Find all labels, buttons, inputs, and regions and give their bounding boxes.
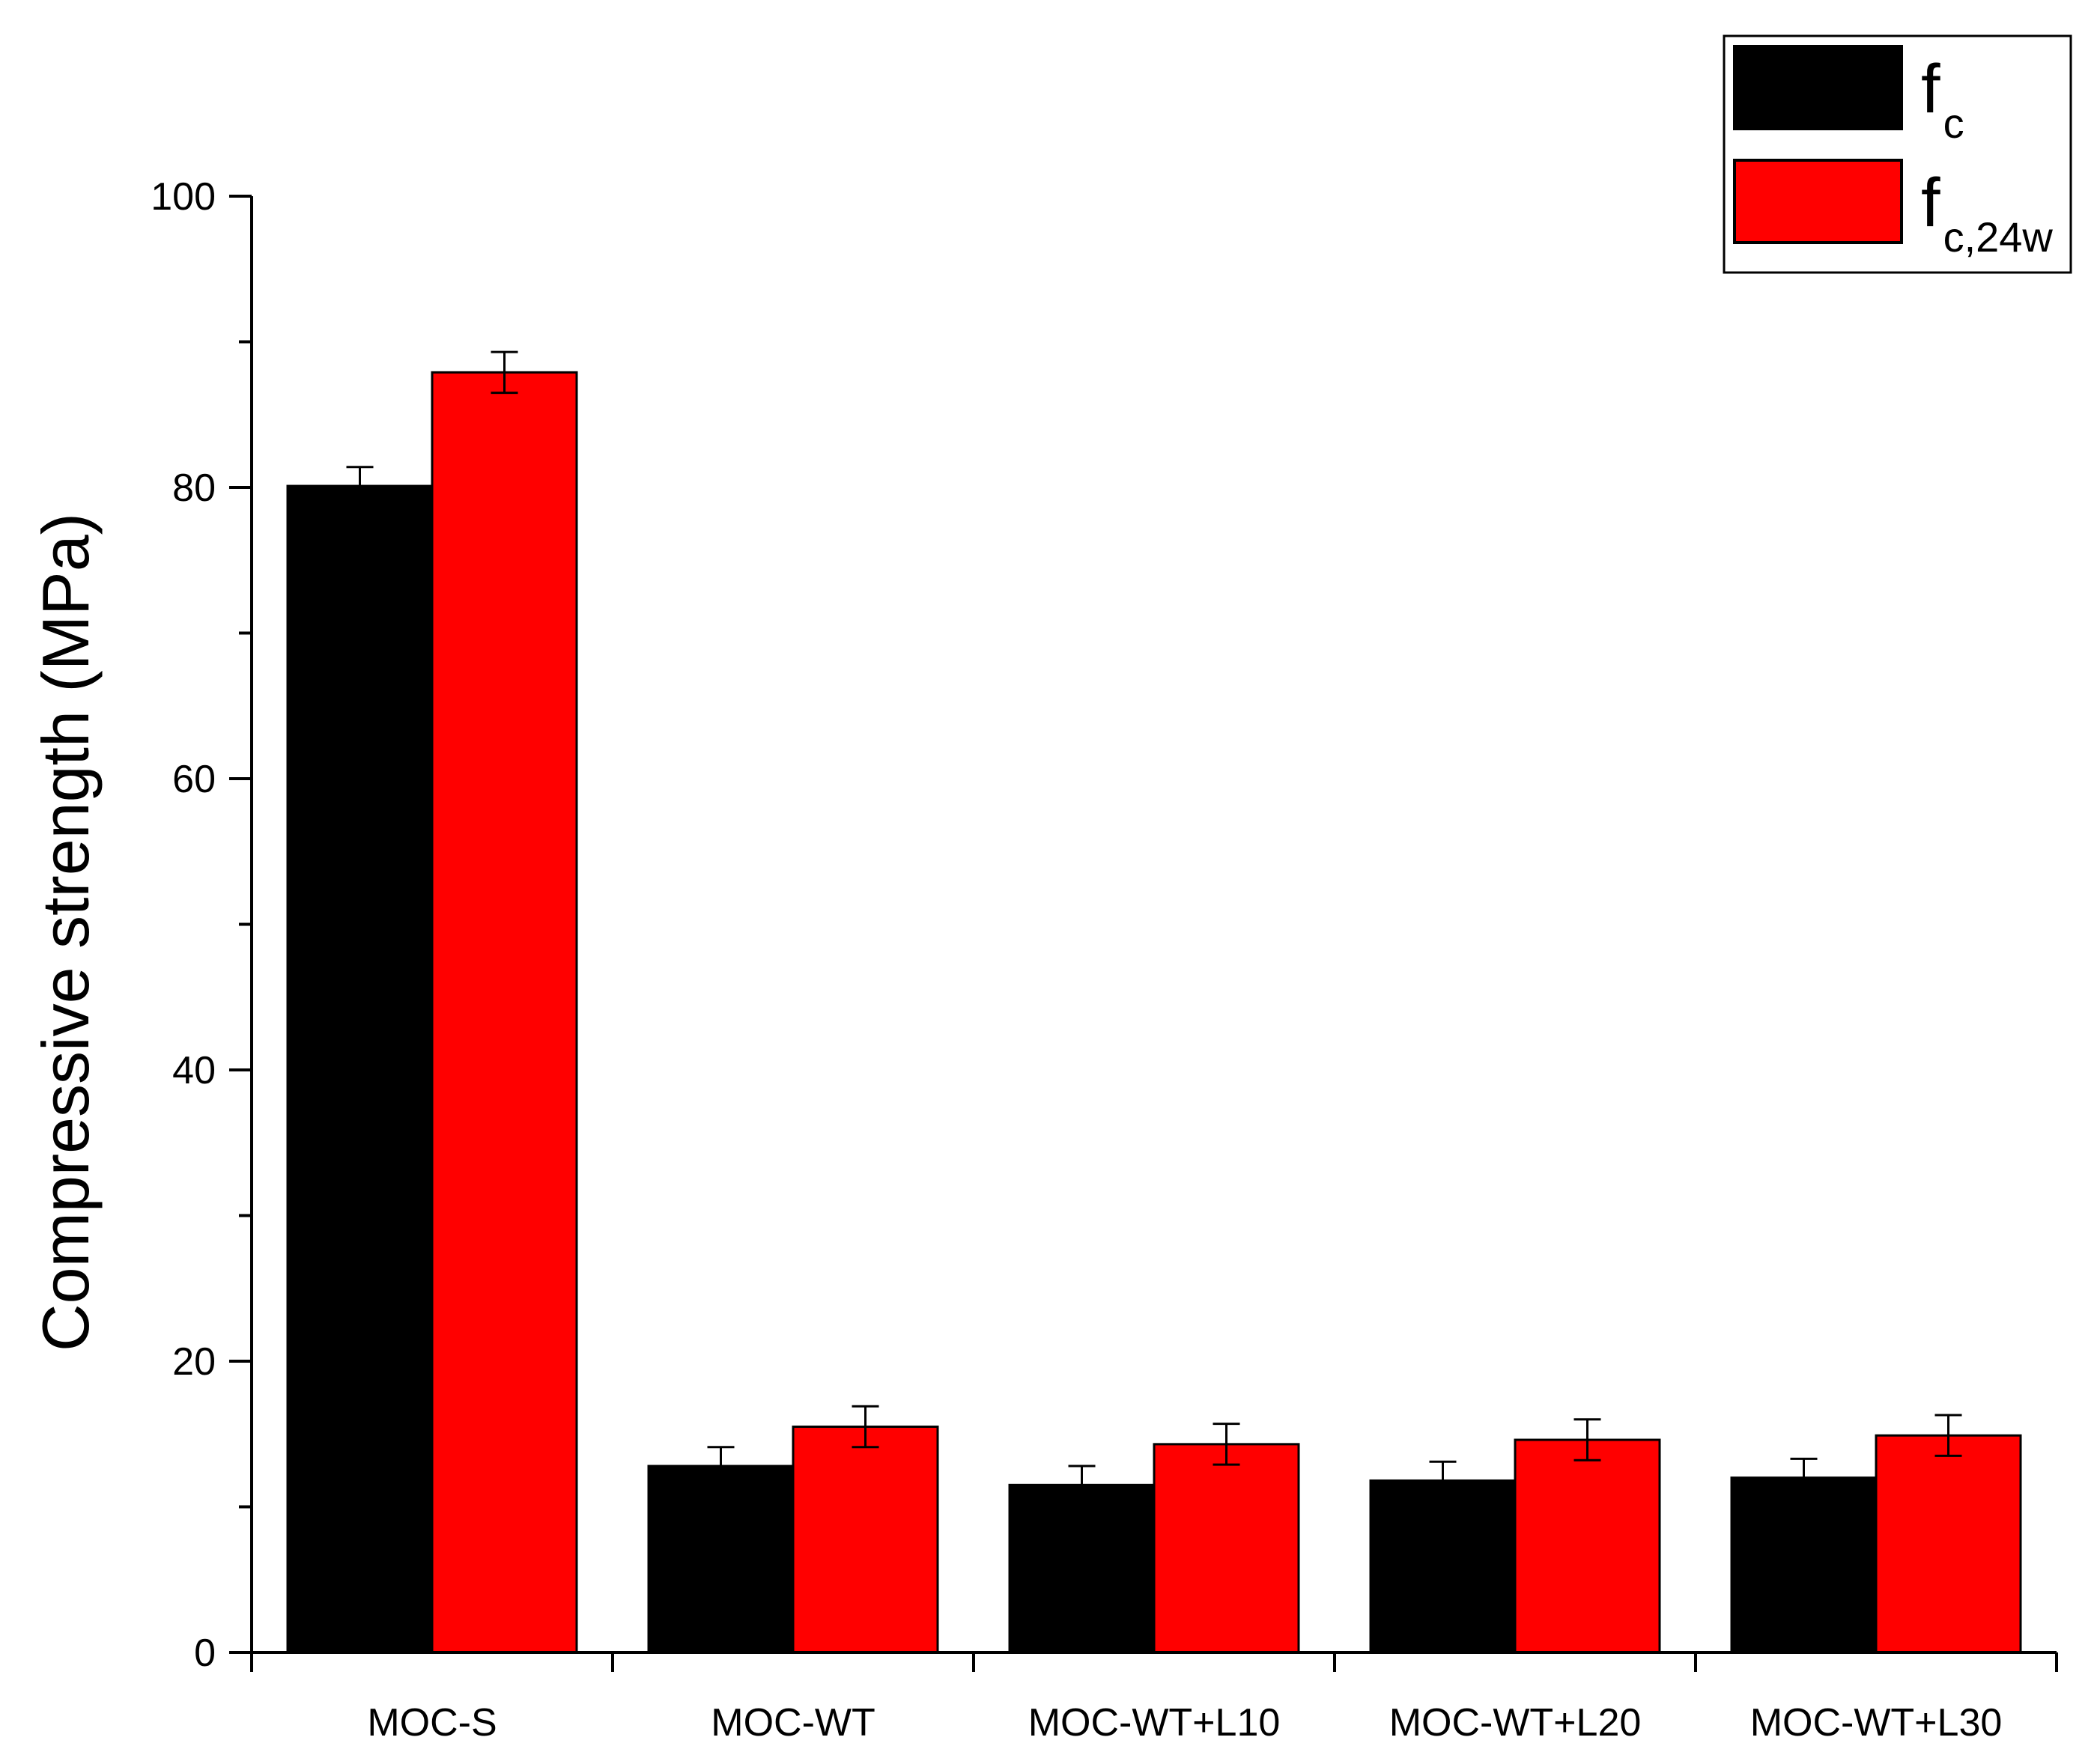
x-category-label-1: MOC-WT — [711, 1701, 875, 1745]
x-category-label-4: MOC-WT+L30 — [1750, 1701, 2003, 1745]
y-axis-title: Compressive strength (MPa) — [28, 513, 103, 1351]
error-bar-1-3 — [1573, 1418, 1601, 1462]
bar-fc24w-4 — [1875, 1434, 2022, 1654]
error-bar-0-2 — [1068, 1465, 1096, 1506]
legend-swatch-0 — [1733, 45, 1903, 130]
error-bar-1-1 — [852, 1405, 879, 1449]
bar-fc-2 — [1008, 1483, 1156, 1654]
axes-group: 0 20 40 60 80 100 MOC-S MOC-WT MOC-WT+L10 MOC-WT+… — [151, 175, 2058, 1745]
error-bar-0-1 — [707, 1446, 735, 1486]
legend-swatch-1 — [1733, 159, 1903, 244]
y-tick-label-100: 100 — [151, 175, 216, 219]
bar-fc-4 — [1730, 1476, 1878, 1654]
error-bar-0-3 — [1429, 1460, 1457, 1501]
bar-fc24w-0 — [431, 371, 578, 1654]
y-tick-label-40: 40 — [172, 1049, 216, 1092]
bar-fc24w-2 — [1153, 1443, 1300, 1654]
bar-fc24w-3 — [1514, 1438, 1661, 1654]
x-category-label-3: MOC-WT+L20 — [1389, 1701, 1642, 1745]
bar-fc24w-1 — [792, 1426, 939, 1654]
bars-group — [286, 371, 2022, 1654]
error-bar-0-0 — [346, 466, 374, 506]
error-bar-1-4 — [1934, 1414, 1962, 1457]
error-bars-group — [346, 350, 1962, 1506]
y-tick-label-0: 0 — [194, 1631, 216, 1675]
error-bar-1-2 — [1213, 1423, 1240, 1466]
y-tick-label-80: 80 — [172, 466, 216, 510]
x-category-label-2: MOC-WT+L10 — [1028, 1701, 1281, 1745]
error-bar-0-4 — [1790, 1457, 1818, 1498]
error-bar-1-0 — [491, 350, 518, 395]
x-category-label-0: MOC-S — [367, 1701, 497, 1745]
bar-fc-0 — [286, 484, 434, 1654]
bar-fc-1 — [647, 1465, 795, 1654]
y-tick-label-20: 20 — [172, 1340, 216, 1384]
bar-fc-3 — [1369, 1479, 1517, 1654]
y-tick-label-60: 60 — [172, 758, 216, 801]
